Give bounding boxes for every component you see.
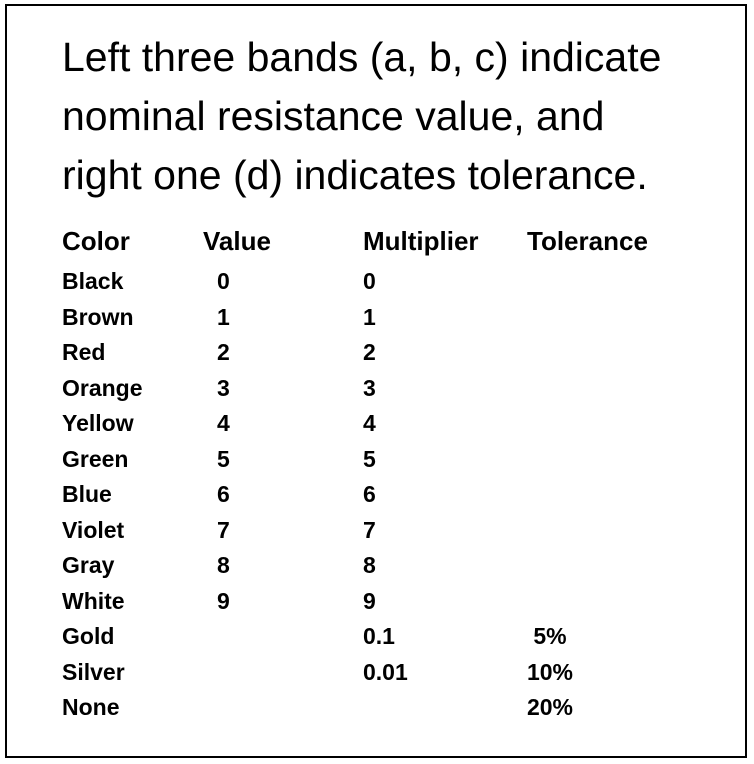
cell-multiplier: 5 — [363, 445, 376, 472]
cell-multiplier: 1 — [363, 303, 376, 330]
cell-color: Blue — [62, 481, 112, 507]
cell-multiplier: 0 — [363, 268, 376, 294]
cell-multiplier: 0.01 — [363, 658, 408, 685]
cell-value: 3 — [217, 374, 230, 401]
cell-multiplier: 8 — [363, 552, 376, 578]
cell-value: 4 — [217, 410, 230, 436]
cell-tolerance: 20% — [526, 694, 574, 720]
intro-line: nominal resistance value, and — [62, 93, 605, 139]
cell-color: Orange — [62, 374, 143, 401]
table-header-row: Color Value Multiplier Tolerance — [62, 224, 702, 266]
cell-multiplier: 4 — [363, 410, 376, 436]
cell-color: Black — [62, 268, 124, 294]
cell-multiplier: 6 — [363, 481, 376, 507]
cell-multiplier: 2 — [363, 339, 376, 365]
cell-color: Green — [62, 445, 129, 472]
header-multiplier: Multiplier — [363, 226, 479, 256]
table-row: Green 5 5 — [62, 444, 702, 480]
cell-value: 2 — [217, 339, 230, 365]
cell-color: Red — [62, 339, 106, 365]
cell-color: Gray — [62, 552, 115, 578]
cell-color: Gold — [62, 623, 115, 649]
header-value: Value — [203, 226, 271, 256]
cell-color: Yellow — [62, 410, 134, 436]
cell-color: None — [62, 694, 120, 720]
cell-color: Brown — [62, 303, 134, 330]
cell-value: 1 — [217, 303, 230, 330]
resistor-color-code-table: Color Value Multiplier Tolerance Black 0… — [62, 224, 702, 728]
header-tolerance: Tolerance — [527, 226, 648, 256]
table-row: Violet 7 7 — [62, 515, 702, 551]
table-row: Black 0 0 — [62, 266, 702, 302]
header-color: Color — [62, 226, 130, 256]
cell-value: 9 — [217, 587, 230, 614]
cell-color: White — [62, 587, 125, 614]
table-row: Yellow 4 4 — [62, 408, 702, 444]
table-row: Gold 0.1 5% — [62, 621, 702, 657]
intro-line: right one (d) indicates tolerance. — [62, 152, 648, 198]
intro-text: Left three bands (a, b, c) indicate nomi… — [62, 28, 742, 205]
cell-color: Silver — [62, 658, 125, 685]
table-row: Gray 8 8 — [62, 550, 702, 586]
table-row: None 20% — [62, 692, 702, 728]
cell-value: 5 — [217, 445, 230, 472]
cell-multiplier: 0.1 — [363, 623, 395, 649]
table-row: Silver 0.01 10% — [62, 657, 702, 693]
cell-multiplier: 3 — [363, 374, 376, 401]
intro-line: Left three bands (a, b, c) indicate — [62, 34, 662, 80]
table-row: Red 2 2 — [62, 337, 702, 373]
cell-multiplier: 7 — [363, 516, 376, 543]
table-row: Blue 6 6 — [62, 479, 702, 515]
cell-value: 8 — [217, 552, 230, 578]
cell-tolerance: 10% — [526, 658, 574, 685]
cell-value: 6 — [217, 481, 230, 507]
table-row: White 9 9 — [62, 586, 702, 622]
cell-value: 0 — [217, 268, 230, 294]
cell-value: 7 — [217, 516, 230, 543]
cell-multiplier: 9 — [363, 587, 376, 614]
table-row: Orange 3 3 — [62, 373, 702, 409]
cell-tolerance: 5% — [533, 623, 567, 649]
table-row: Brown 1 1 — [62, 302, 702, 338]
cell-color: Violet — [62, 516, 125, 543]
slide-frame — [5, 4, 747, 758]
